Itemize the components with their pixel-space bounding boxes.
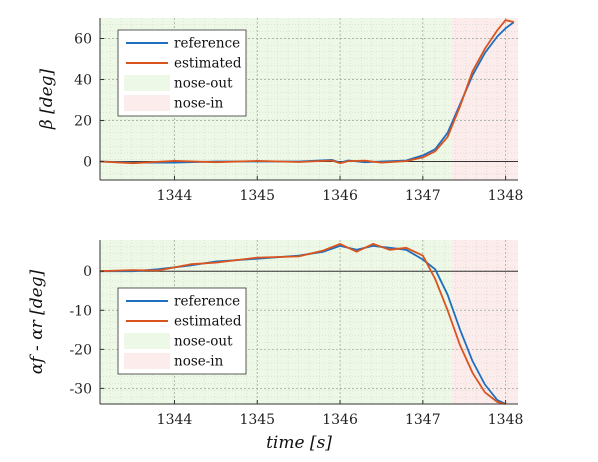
legend-label-estimated: estimated	[174, 56, 242, 72]
x-tick-label: 1348	[488, 412, 524, 428]
y-axis-label: αf - αr [deg]	[27, 269, 47, 374]
chart-1: 1344 1345 1346 1347 1348 0 20 40 60 β [deg] refere…	[37, 18, 523, 204]
y-tick-label: -20	[69, 342, 92, 358]
x-tick-label: 1347	[405, 188, 441, 204]
x-tick-label: 1346	[322, 412, 358, 428]
y-tick-label: 20	[74, 114, 92, 130]
legend-swatch-nose-in	[124, 353, 170, 369]
legend-label-nose-out: nose-out	[174, 76, 233, 92]
legend-swatch-nose-out	[124, 333, 170, 349]
legend-swatch-nose-in	[124, 95, 170, 111]
y-tick-label: -10	[69, 303, 92, 319]
x-tick-label: 1345	[239, 188, 275, 204]
y-tick-label: 40	[74, 73, 92, 89]
legend-label-estimated: estimated	[174, 314, 242, 330]
series-estimated	[99, 243, 506, 405]
x-tick-label: 1347	[405, 412, 441, 428]
y-tick-label: 60	[74, 32, 92, 48]
legend: reference estimated nose-out nose-in	[117, 287, 247, 375]
x-tick-label: 1348	[488, 188, 524, 204]
y-tick-label: 0	[83, 264, 92, 280]
x-tick-label: 1344	[157, 188, 193, 204]
legend-label-nose-out: nose-out	[174, 334, 233, 350]
legend-label-nose-in: nose-in	[174, 354, 224, 370]
legend-label-nose-in: nose-in	[174, 96, 224, 112]
legend-label-reference: reference	[174, 294, 240, 310]
y-tick-label: 0	[83, 155, 92, 171]
x-tick-label: 1344	[157, 412, 193, 428]
x-axis-label: time [s]	[266, 433, 332, 453]
series-estimated	[99, 19, 515, 165]
x-tick-label: 1345	[239, 412, 275, 428]
y-tick-label: -30	[69, 381, 92, 397]
y-axis-label: β [deg]	[37, 68, 57, 130]
x-tick-label: 1346	[322, 188, 358, 204]
legend: reference estimated nose-out nose-in	[117, 29, 247, 117]
legend-swatch-nose-out	[124, 75, 170, 91]
legend-label-reference: reference	[174, 36, 240, 52]
chart-2: 1344 1345 1346 1347 1348 0 -10 -20 -30 αf - αr [d…	[27, 240, 523, 453]
